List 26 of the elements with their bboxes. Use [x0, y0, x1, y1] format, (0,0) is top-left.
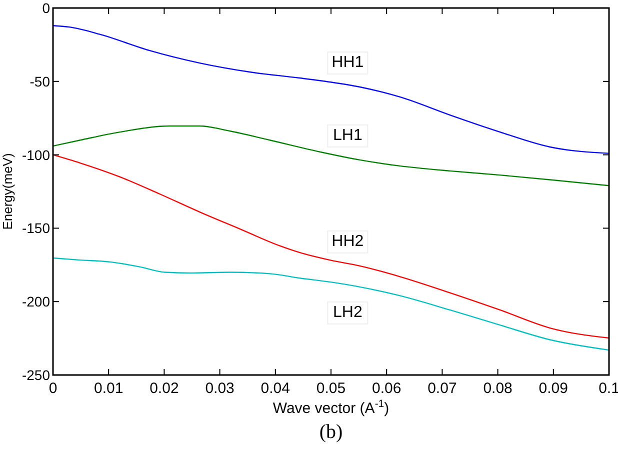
series-label: HH1 — [332, 54, 364, 71]
y-tick-label: -100 — [22, 146, 50, 163]
y-tick-label: -250 — [22, 367, 50, 383]
series-label: HH2 — [332, 232, 364, 250]
y-axis-title: Energy(meV) — [0, 153, 15, 230]
series-label: LH2 — [333, 304, 362, 321]
line-series — [52, 257, 610, 351]
x-tick-label: 0.05 — [316, 380, 346, 397]
y-tick-label: -150 — [22, 220, 50, 236]
text: (b) — [319, 421, 343, 443]
x-tick-label: 0.06 — [372, 380, 402, 397]
x-axis-title: Wave vector (A$^{-1}$) — [272, 398, 390, 417]
line-series — [52, 154, 610, 339]
x-tick-label: 0.07 — [428, 380, 457, 397]
line-series — [52, 25, 610, 154]
x-tick-label: 0.09 — [538, 380, 568, 397]
x-tick-label: 0.01 — [94, 380, 124, 397]
x-tick-label: 0.02 — [150, 380, 179, 397]
x-tick-label: 0.08 — [483, 380, 512, 397]
x-tick-label: 0.04 — [260, 380, 290, 397]
y-tick-label: -50 — [30, 73, 50, 90]
y-tick-label: 0 — [42, 0, 50, 16]
x-tick-label: 0.03 — [205, 380, 234, 397]
line-series — [52, 125, 610, 186]
series-label: LH1 — [333, 126, 362, 144]
y-tick-label: -200 — [22, 294, 50, 310]
